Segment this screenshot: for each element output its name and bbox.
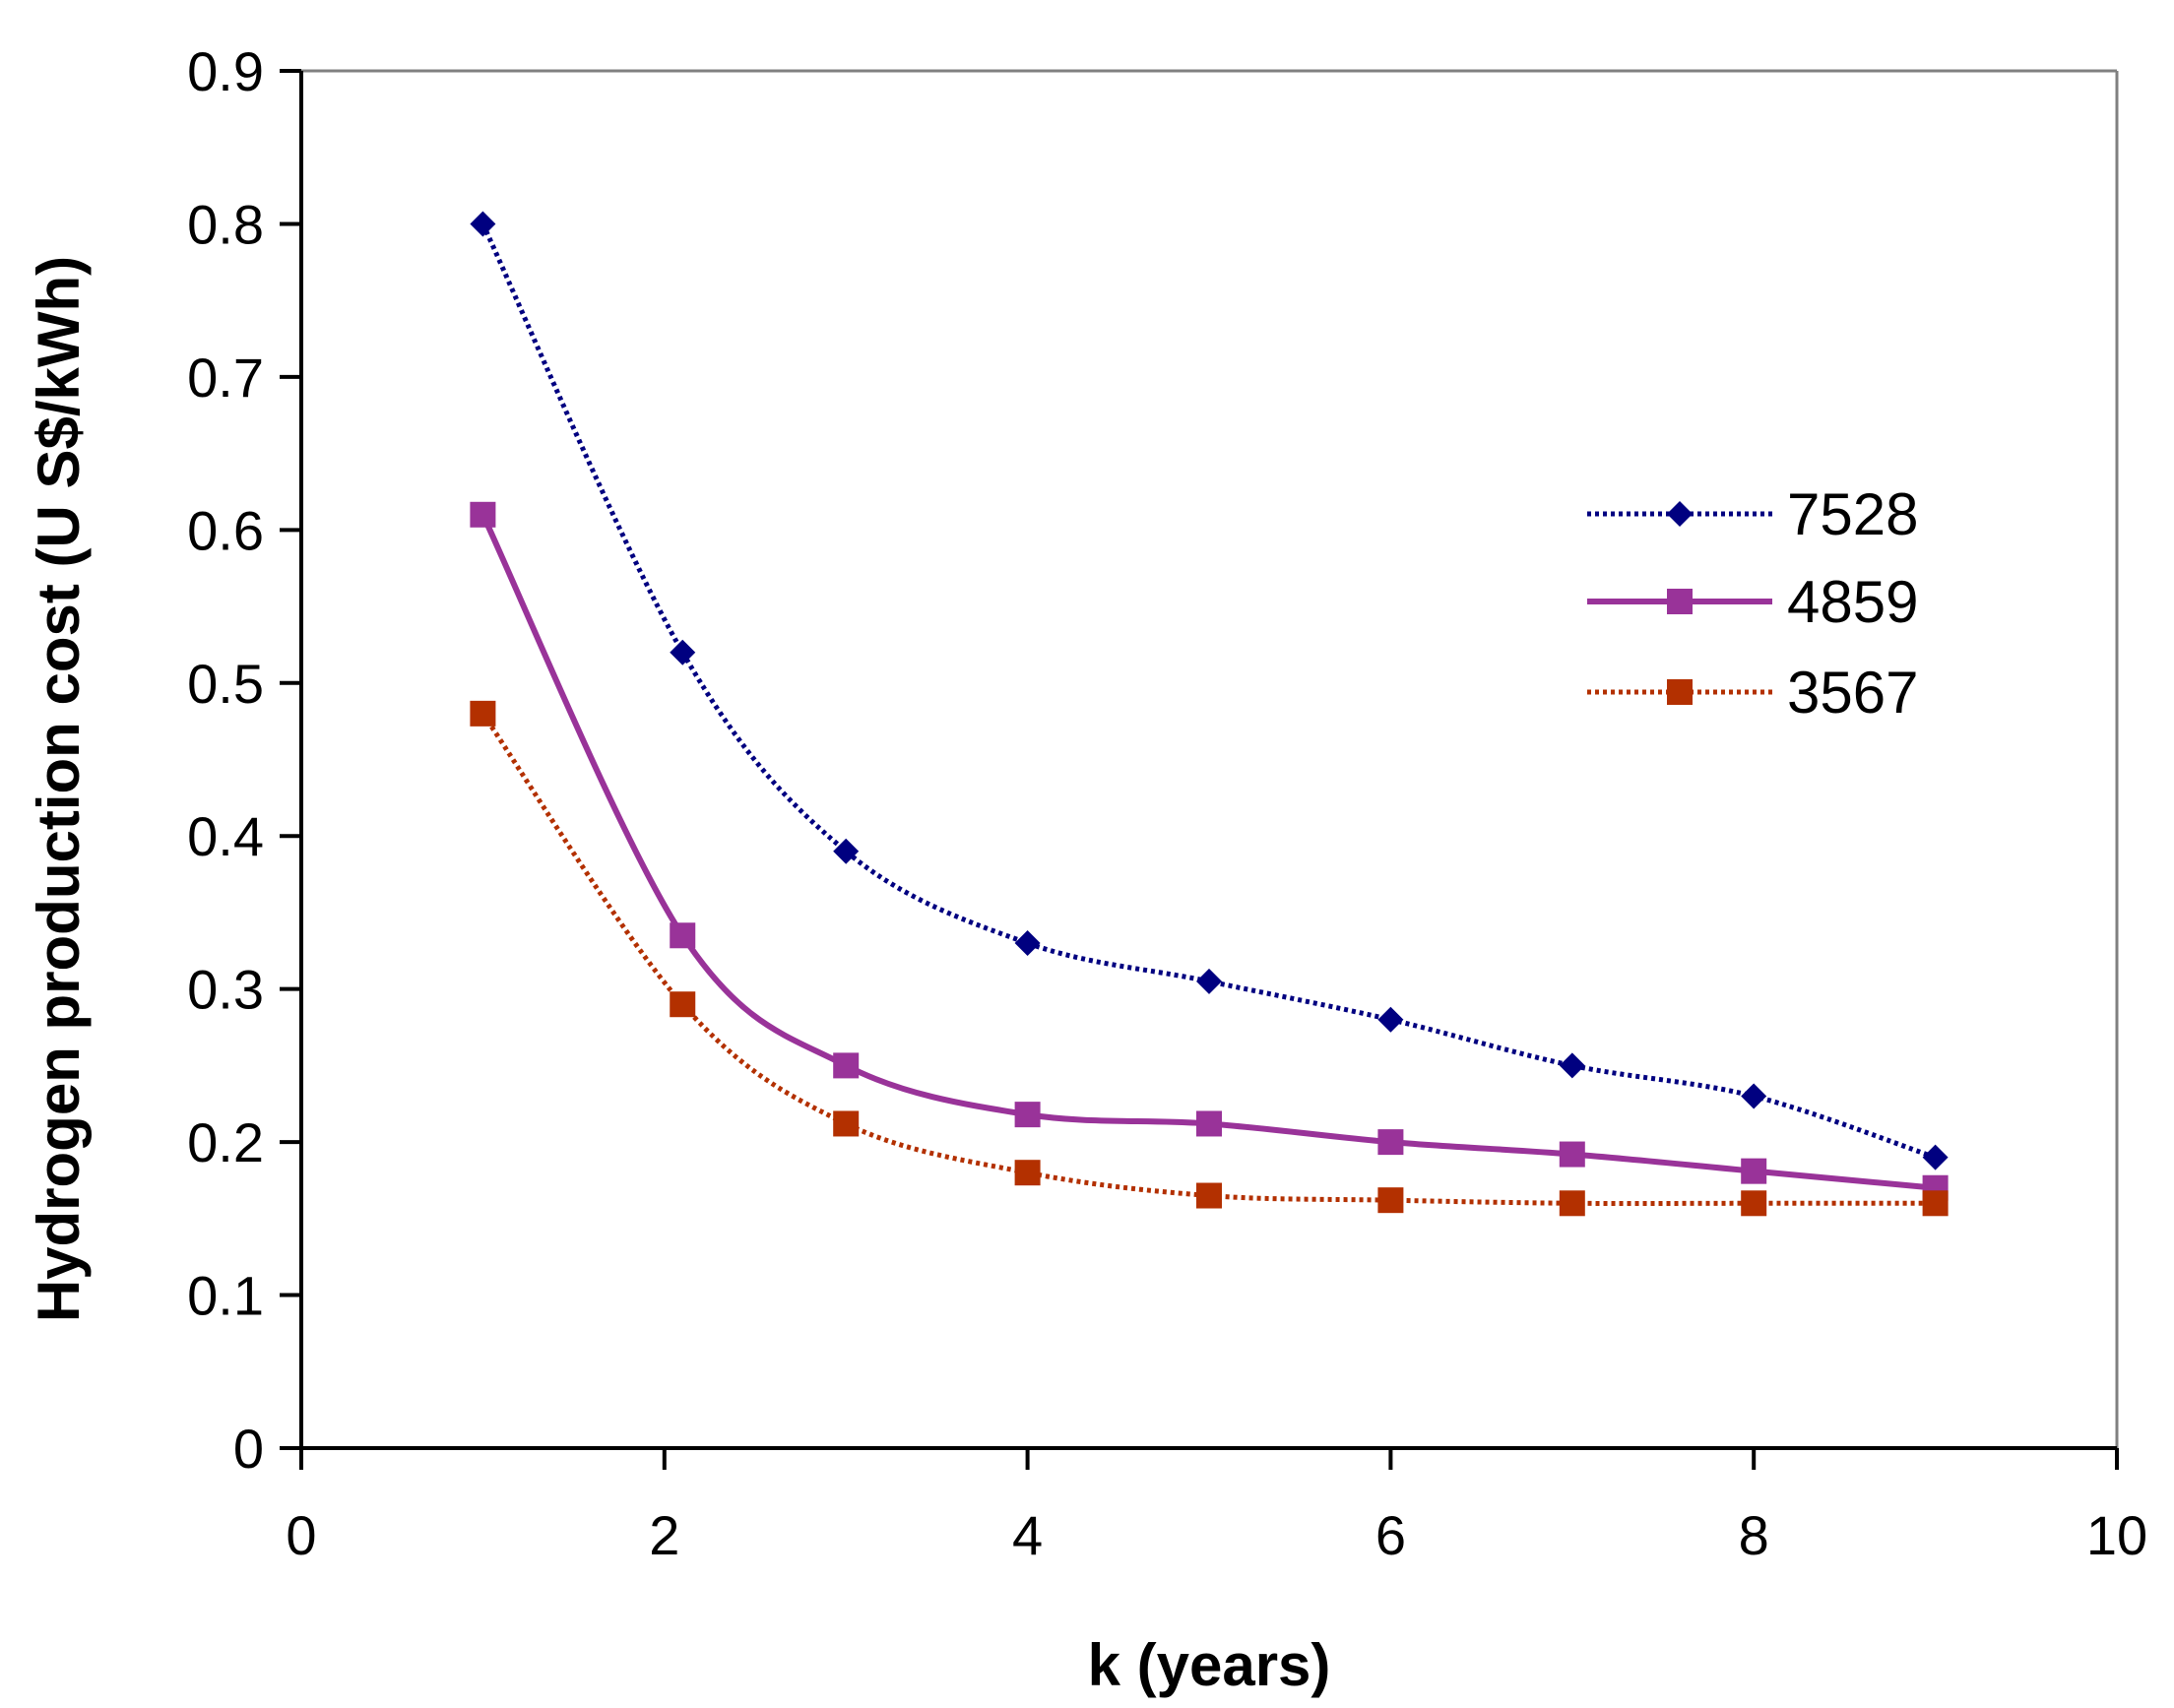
- data-point-3567: [1014, 1160, 1041, 1186]
- series-layer: [470, 211, 1949, 1217]
- y-tick-label: 0.3: [187, 959, 264, 1021]
- x-tick-label: 2: [649, 1504, 679, 1566]
- data-point-3567: [1377, 1187, 1404, 1214]
- data-point-3567: [1559, 1190, 1585, 1217]
- x-tick-label: 8: [1739, 1504, 1769, 1566]
- y-tick-label: 0.8: [187, 193, 264, 255]
- x-tick-label: 4: [1012, 1504, 1043, 1566]
- y-tick-label: 0.9: [187, 40, 264, 102]
- series-7528: [470, 211, 1949, 1170]
- data-point-4859: [833, 1052, 860, 1079]
- data-point-7528: [1559, 1052, 1585, 1079]
- data-point-3567: [833, 1110, 860, 1137]
- x-tick-label: 6: [1375, 1504, 1406, 1566]
- data-point-4859: [1377, 1129, 1404, 1156]
- y-axis-title: Hydrogen production cost (U S$/kWh): [26, 256, 92, 1322]
- legend-marker: [1667, 589, 1693, 614]
- data-point-4859: [1014, 1102, 1041, 1128]
- legend-marker: [1667, 501, 1693, 527]
- plot-frame: [301, 69, 2119, 1448]
- legend-item-4859: 4859: [1587, 569, 1918, 635]
- y-tick-label: 0: [233, 1418, 264, 1480]
- x-tick-label: 0: [286, 1504, 316, 1566]
- legend-label: 3567: [1787, 660, 1918, 726]
- data-point-7528: [1014, 930, 1041, 957]
- legend-label: 4859: [1787, 569, 1918, 635]
- y-tick-label: 0.1: [187, 1265, 264, 1327]
- legend-marker: [1667, 679, 1693, 705]
- data-point-3567: [1922, 1190, 1949, 1217]
- series-line-3567: [480, 712, 1936, 1207]
- data-point-7528: [670, 639, 696, 665]
- x-axis: 0 2 4 6 8 10: [286, 1446, 2147, 1566]
- data-point-3567: [1741, 1190, 1767, 1217]
- y-tick-label: 0.5: [187, 653, 264, 715]
- data-point-4859: [1741, 1158, 1767, 1184]
- data-point-4859: [470, 501, 496, 528]
- y-tick-label: 0.2: [187, 1111, 264, 1173]
- y-tick-label: 0.7: [187, 347, 264, 409]
- x-axis-title: k (years): [1088, 1632, 1331, 1698]
- data-point-7528: [1741, 1083, 1767, 1109]
- data-point-4859: [1559, 1141, 1585, 1168]
- legend-label: 7528: [1787, 481, 1918, 547]
- legend: 7528 4859 3567: [1587, 481, 1918, 726]
- data-point-7528: [470, 211, 496, 237]
- data-point-3567: [670, 991, 696, 1018]
- series-3567: [470, 700, 1949, 1217]
- data-point-7528: [1377, 1006, 1404, 1033]
- data-point-4859: [1196, 1110, 1222, 1137]
- y-axis: 0 0.1 0.2 0.3 0.4 0.5 0.6 0.7 0.8 0.9: [187, 40, 303, 1480]
- legend-item-3567: 3567: [1587, 660, 1918, 726]
- data-point-3567: [1196, 1182, 1222, 1209]
- data-point-7528: [1922, 1144, 1949, 1170]
- data-point-7528: [833, 838, 860, 864]
- x-tick-label: 10: [2086, 1504, 2147, 1566]
- data-point-4859: [670, 922, 696, 949]
- y-tick-label: 0.4: [187, 805, 264, 867]
- data-point-3567: [470, 700, 496, 727]
- data-point-7528: [1196, 968, 1222, 994]
- legend-item-7528: 7528: [1587, 481, 1918, 547]
- y-tick-label: 0.6: [187, 499, 264, 561]
